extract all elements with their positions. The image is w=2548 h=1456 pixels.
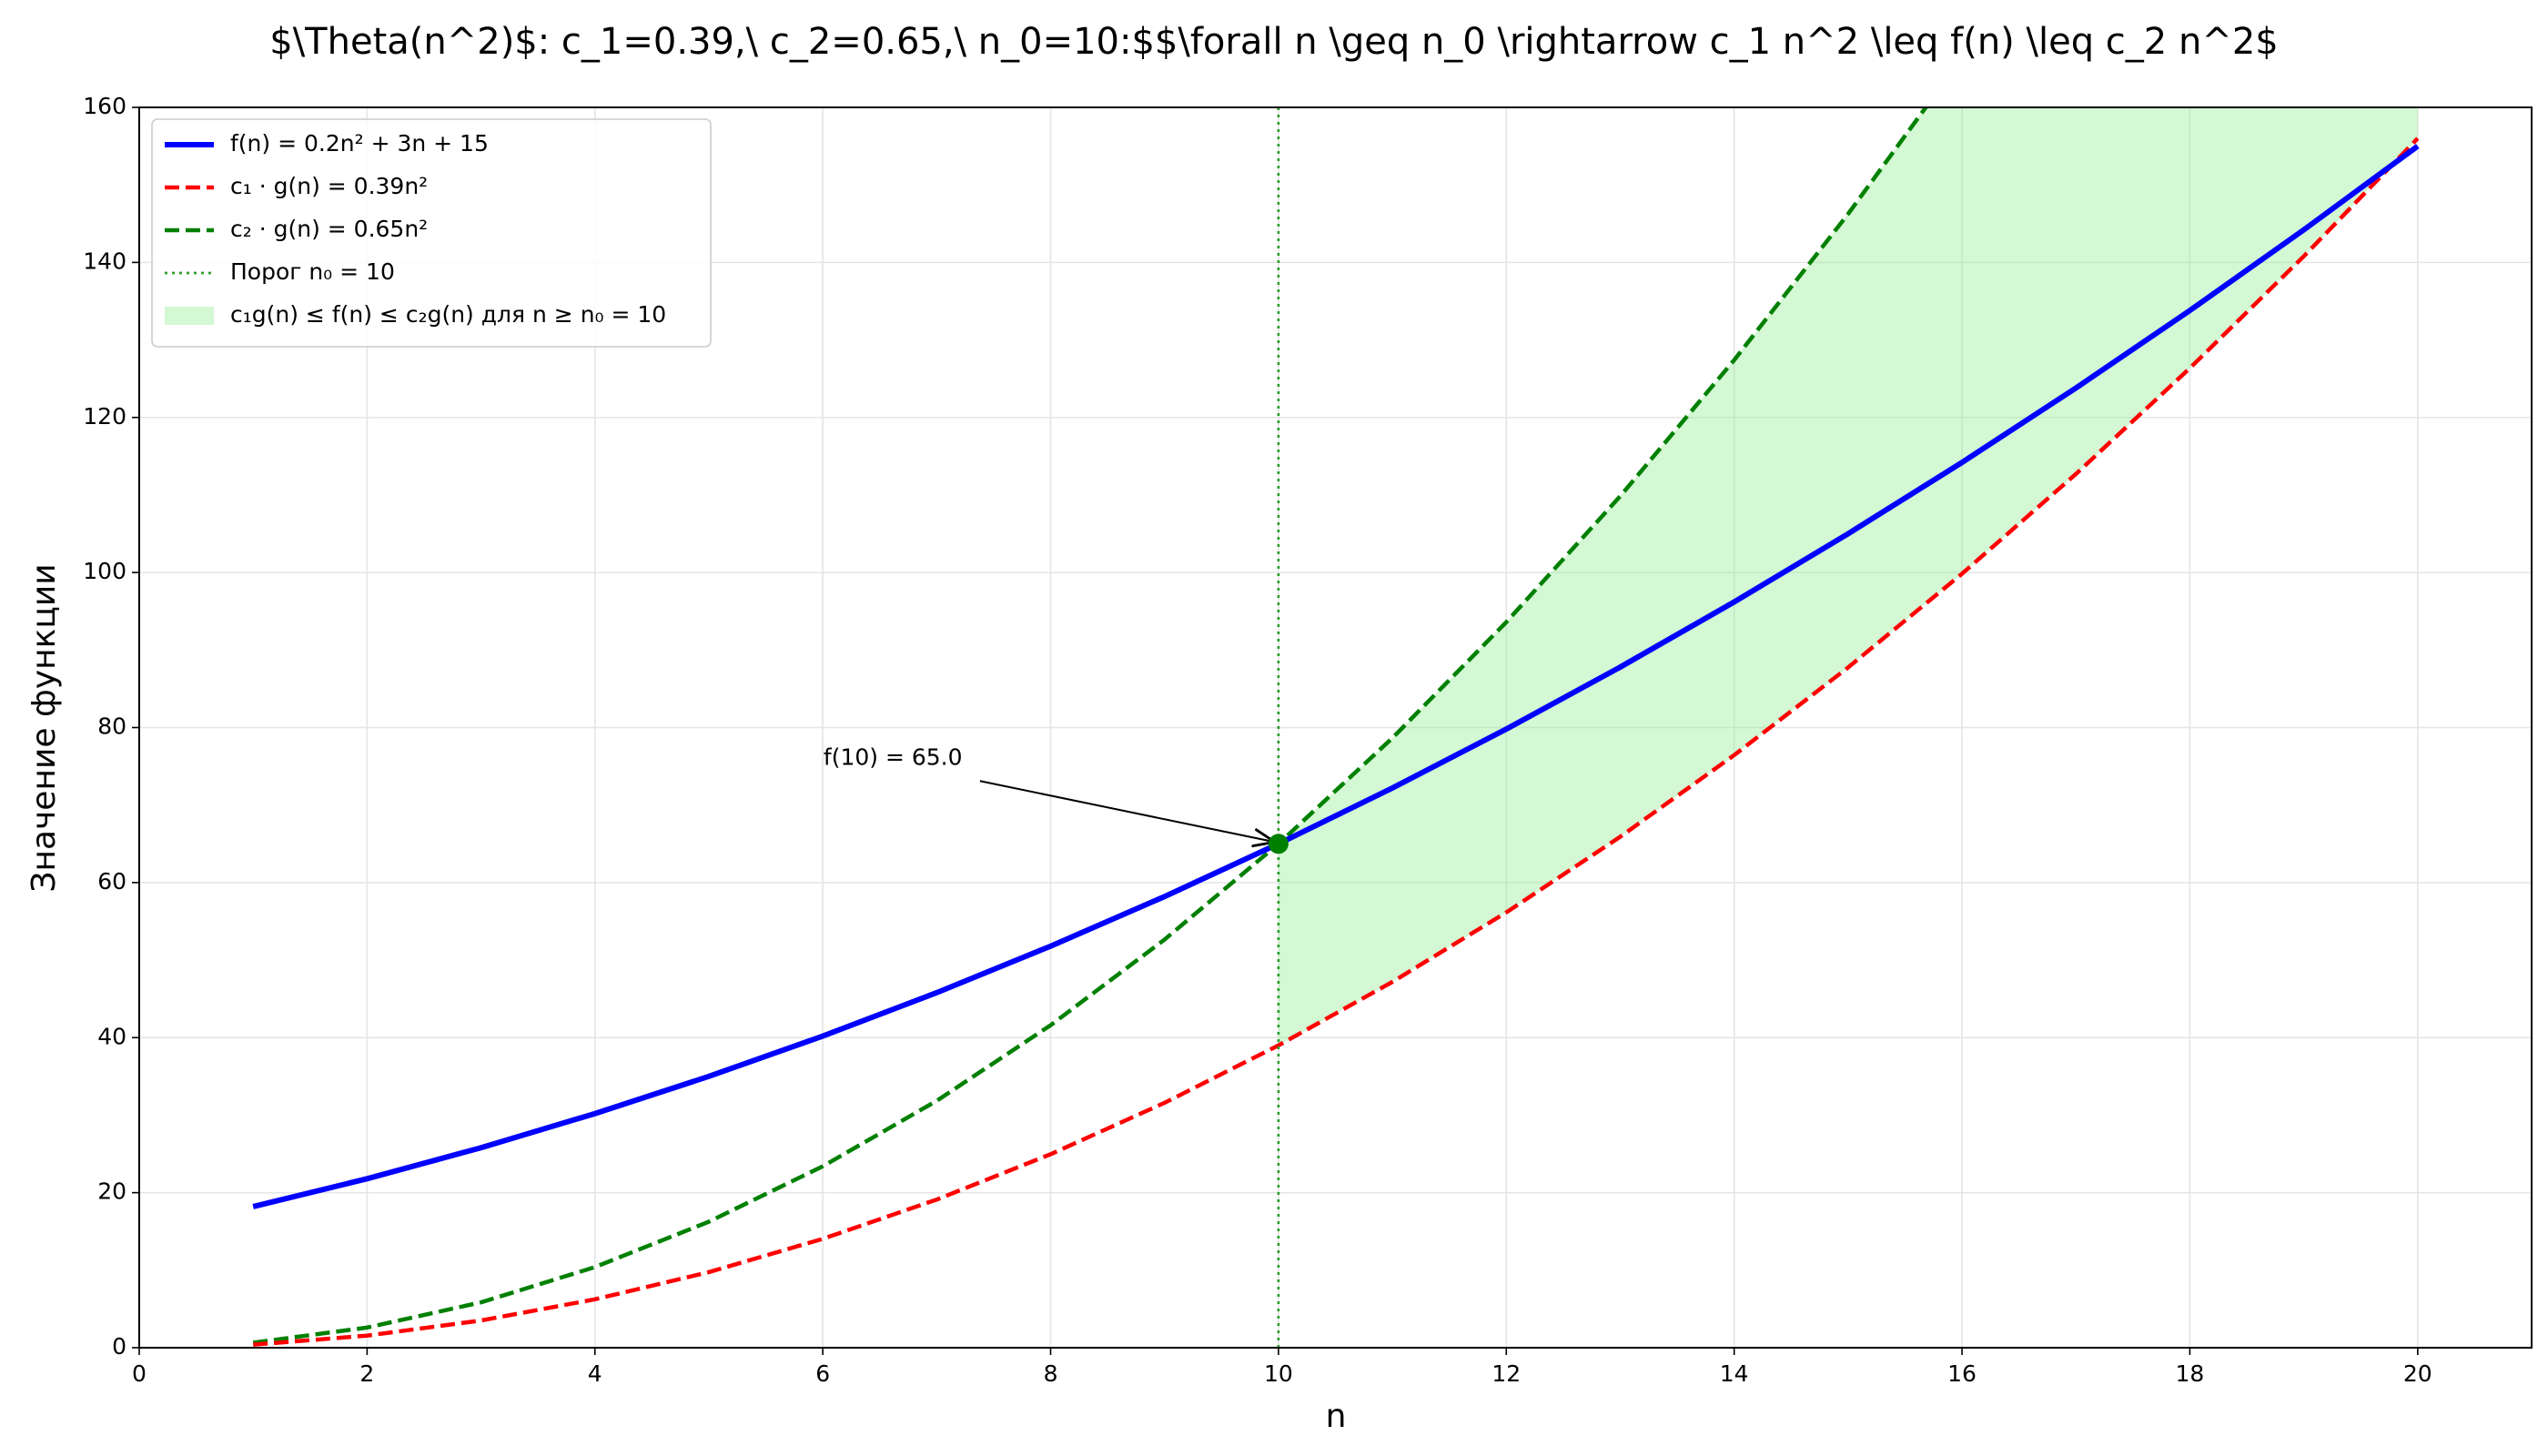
line-series xyxy=(252,144,2420,1209)
y-tick-label: 100 xyxy=(83,558,126,584)
y-tick-label: 60 xyxy=(97,868,126,895)
x-tick-label: 12 xyxy=(1491,1360,1521,1387)
x-tick-label: 20 xyxy=(2403,1360,2432,1387)
legend-label: f(n) = 0.2n² + 3n + 15 xyxy=(230,130,489,157)
legend-label: c₁g(n) ≤ f(n) ≤ c₂g(n) для n ≥ n₀ = 10 xyxy=(230,301,666,328)
x-tick-label: 8 xyxy=(1044,1360,1058,1387)
x-tick-label: 14 xyxy=(1720,1360,1749,1387)
fill-region xyxy=(1278,107,2418,1046)
x-tick-label: 18 xyxy=(2176,1360,2205,1387)
annotation-text: f(10) = 65.0 xyxy=(824,743,963,770)
x-tick-label: 0 xyxy=(132,1360,147,1387)
x-tick-label: 4 xyxy=(588,1360,602,1387)
plot-area xyxy=(252,107,2420,1348)
y-tick-label: 20 xyxy=(97,1178,126,1205)
x-tick-label: 10 xyxy=(1264,1360,1293,1387)
annotation-arrow xyxy=(979,780,1275,842)
x-tick-label: 6 xyxy=(815,1360,830,1387)
legend-label: c₂ · g(n) = 0.65n² xyxy=(230,216,428,242)
overlay: 0 2 4 6 8 10 12 14 16 18 20 0 20 40 60 80 100 120 140 160 f(… xyxy=(83,93,2533,1387)
legend-box xyxy=(151,118,712,348)
annotation-point xyxy=(1268,834,1289,854)
y-tick-label: 120 xyxy=(83,403,126,430)
y-tick-label: 140 xyxy=(83,248,126,274)
legend-label: c₁ · g(n) = 0.39n² xyxy=(230,173,428,199)
y-tick-label: 0 xyxy=(112,1333,126,1360)
axes-frame xyxy=(138,106,2533,1349)
y-axis-label: Значение функции xyxy=(25,563,63,892)
y-tick-label: 40 xyxy=(97,1023,126,1049)
chart-title: $\Theta(n^2)$: c_1=0.39,\ c_2=0.65,\ n_0… xyxy=(269,21,2278,63)
x-tick-label: 16 xyxy=(1947,1360,1977,1387)
line-series xyxy=(252,107,1929,1345)
legend-swatch xyxy=(165,307,214,325)
line-series xyxy=(253,136,2420,1347)
y-tick-label: 80 xyxy=(97,713,126,740)
y-tick-label: 160 xyxy=(83,93,126,119)
legend-label: Порог n₀ = 10 xyxy=(230,258,395,285)
x-axis-label: n xyxy=(1326,1398,1347,1435)
x-tick-label: 2 xyxy=(359,1360,374,1387)
